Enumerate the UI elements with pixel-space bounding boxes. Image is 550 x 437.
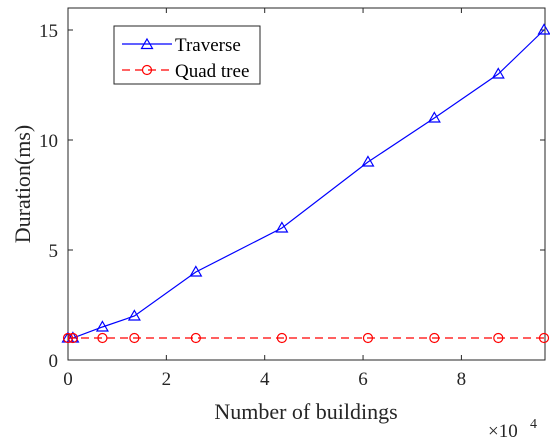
data-point-quad-tree [62, 332, 74, 344]
legend-marker-circle [141, 64, 153, 76]
x-tick-label: 0 [63, 369, 73, 390]
data-point-quad-tree [276, 332, 288, 344]
data-point-quad-tree [97, 332, 108, 344]
y-tick-label: 5 [49, 241, 59, 262]
x-multiplier-exponent: 4 [530, 417, 537, 432]
x-tick-label: 4 [260, 369, 270, 390]
data-point-traverse [275, 221, 289, 233]
y-axis-title: Duration(ms) [10, 125, 35, 244]
y-tick-label: 10 [39, 131, 58, 152]
legend-label-traverse: Traverse [175, 35, 241, 56]
x-multiplier-base: ×10 [488, 421, 518, 437]
data-point-quad-tree [129, 332, 140, 344]
data-point-quad-tree [493, 332, 504, 344]
series-line-traverse [68, 29, 545, 339]
y-tick-label: 15 [39, 21, 58, 42]
legend: Traverse Quad tree [113, 25, 261, 85]
data-point-quad-tree [429, 332, 440, 344]
data-point-quad-tree [190, 332, 201, 344]
x-tick-label: 2 [162, 369, 172, 390]
data-point-traverse [537, 23, 550, 35]
data-point-traverse [95, 320, 109, 332]
data-point-traverse [361, 155, 375, 167]
x-tick-label: 8 [457, 369, 467, 390]
data-point-traverse [189, 265, 203, 277]
legend-marker-triangle [140, 37, 154, 50]
axis-ticks: 0 2 4 6 8 0 5 10 15 [39, 8, 545, 390]
x-axis-multiplier: ×10 4 [488, 417, 537, 437]
x-axis-title: Number of buildings [214, 399, 397, 424]
data-point-traverse [427, 111, 441, 123]
data-point-quad-tree [67, 332, 79, 344]
data-point-traverse [491, 67, 505, 79]
x-tick-label: 6 [358, 369, 368, 390]
data-point-quad-tree [538, 332, 550, 344]
legend-box [113, 25, 261, 85]
data-point-traverse [127, 309, 141, 321]
y-tick-label: 0 [49, 351, 59, 372]
legend-label-quad-tree: Quad tree [175, 61, 249, 82]
series-layer [61, 23, 550, 344]
data-point-quad-tree [362, 332, 374, 344]
